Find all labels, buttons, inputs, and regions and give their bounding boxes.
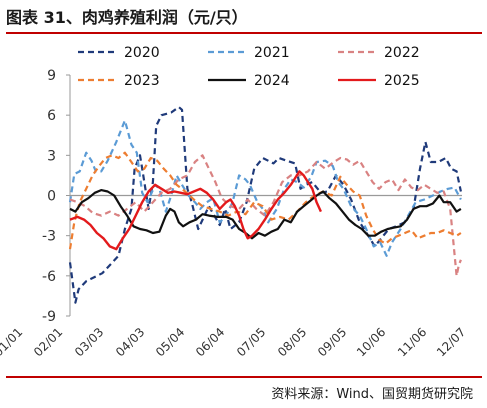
x-tick-label: 02/01 bbox=[31, 325, 65, 359]
series-line-2024 bbox=[69, 189, 462, 240]
x-tick-label: 01/01 bbox=[0, 325, 25, 359]
footer-divider bbox=[6, 376, 482, 378]
y-tick-label: -9 bbox=[42, 309, 56, 325]
x-axis: 01/01 02/01 03/03 04/03 05/04 06/04 07/05 08/05… bbox=[0, 325, 468, 359]
x-tick-label: 10/06 bbox=[354, 325, 388, 359]
chart-title: 图表 31、肉鸡养殖利润（元/只） bbox=[6, 8, 248, 27]
y-tick-label: -6 bbox=[42, 269, 56, 285]
y-tick-label: 9 bbox=[47, 68, 56, 84]
chart-svg: 2020 2021 2022 2023 2024 2025 9 6 3 0 -3 -6 -9 01/0… bbox=[0, 45, 468, 359]
series-line-2025 bbox=[69, 170, 322, 251]
legend-label-2024: 2024 bbox=[254, 73, 290, 89]
legend-label-2021: 2021 bbox=[254, 45, 290, 61]
y-tick-label: -3 bbox=[42, 229, 56, 245]
legend: 2020 2021 2022 2023 2024 2025 bbox=[78, 45, 420, 89]
legend-label-2023: 2023 bbox=[124, 73, 160, 89]
legend-label-2022: 2022 bbox=[384, 45, 420, 61]
legend-label-2020: 2020 bbox=[124, 45, 160, 61]
y-tick-label: 6 bbox=[47, 108, 56, 124]
series-group bbox=[68, 106, 462, 304]
legend-label-2025: 2025 bbox=[384, 73, 420, 89]
x-tick-label: 08/05 bbox=[275, 325, 309, 359]
x-tick-label: 09/05 bbox=[315, 325, 349, 359]
x-tick-label: 12/07 bbox=[434, 325, 468, 359]
source-note: 资料来源：Wind、国贸期货研究院 bbox=[271, 387, 473, 402]
y-tick-label: 3 bbox=[47, 148, 56, 164]
series-line-2021 bbox=[68, 119, 462, 257]
y-axis: 9 6 3 0 -3 -6 -9 bbox=[42, 68, 462, 325]
x-tick-label: 05/04 bbox=[153, 325, 187, 359]
title-divider bbox=[6, 32, 482, 34]
series-line-2022 bbox=[69, 154, 462, 277]
x-tick-label: 06/04 bbox=[193, 325, 227, 359]
series-line-2023 bbox=[68, 151, 462, 250]
x-tick-label: 04/03 bbox=[113, 325, 147, 359]
x-tick-label: 03/03 bbox=[72, 325, 106, 359]
x-tick-label: 11/06 bbox=[395, 325, 429, 359]
y-tick-label: 0 bbox=[47, 189, 56, 205]
x-tick-label: 07/05 bbox=[234, 325, 268, 359]
